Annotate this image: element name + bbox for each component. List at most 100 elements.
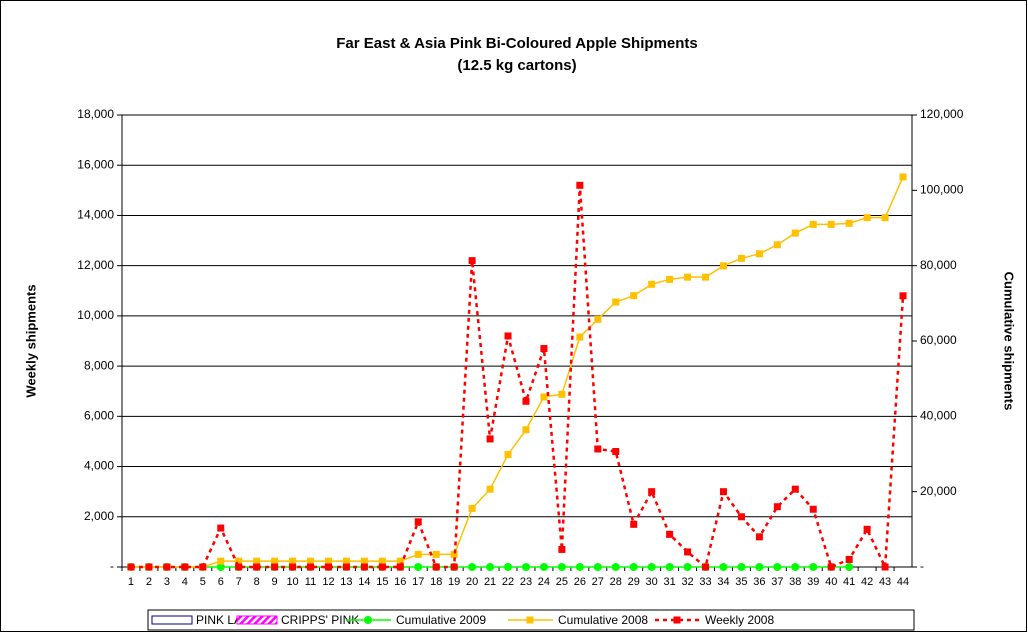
x-tick-label: 44 — [897, 576, 909, 588]
point — [863, 525, 871, 533]
point — [648, 280, 656, 288]
x-tick-label: 28 — [610, 576, 622, 588]
point — [253, 563, 261, 571]
x-tick-label: 13 — [340, 576, 352, 588]
point — [791, 563, 800, 571]
legend-marker — [364, 616, 372, 624]
x-tick-label: 37 — [771, 576, 783, 588]
point — [719, 262, 727, 270]
y-tick-label: 16,000 — [77, 157, 114, 171]
point — [558, 390, 566, 398]
point — [342, 557, 350, 565]
legend-marker — [526, 616, 534, 624]
point — [773, 503, 781, 511]
point — [486, 435, 494, 443]
x-tick-label: 5 — [200, 576, 206, 588]
point — [271, 557, 279, 565]
x-tick-label: 26 — [574, 576, 586, 588]
x-tick-label: 1 — [128, 576, 134, 588]
point — [504, 563, 513, 571]
x-tick-label: 3 — [164, 576, 170, 588]
point — [217, 557, 225, 565]
x-tick-label: 38 — [789, 576, 801, 588]
point — [504, 451, 512, 459]
point — [791, 485, 799, 493]
point — [235, 557, 243, 565]
point — [450, 550, 458, 558]
x-tick-label: 7 — [236, 576, 242, 588]
chart-subtitle: (12.5 kg cartons) — [457, 57, 576, 74]
y-tick-label: 18,000 — [77, 107, 114, 121]
point — [539, 563, 548, 571]
x-tick-label: 9 — [272, 576, 278, 588]
point — [396, 557, 404, 565]
point — [414, 563, 423, 571]
y2-tick-label: - — [920, 559, 924, 573]
point — [702, 563, 710, 571]
point — [827, 220, 835, 228]
x-tick-label: 20 — [466, 576, 478, 588]
y-tick-label: 2,000 — [84, 509, 114, 523]
x-tick-label: 42 — [861, 576, 873, 588]
point — [593, 563, 602, 571]
point — [486, 485, 494, 493]
x-tick-label: 32 — [681, 576, 693, 588]
x-tick-label: 36 — [753, 576, 765, 588]
y-axis-title: Weekly shipments — [23, 284, 38, 397]
point — [289, 557, 297, 565]
point — [271, 563, 279, 571]
point — [684, 273, 692, 281]
legend-label: Cumulative 2008 — [558, 613, 648, 627]
point — [899, 292, 907, 300]
point — [881, 214, 889, 222]
point — [755, 250, 763, 258]
point — [594, 315, 602, 323]
x-tick-label: 11 — [305, 576, 316, 588]
legend-swatch — [236, 615, 278, 625]
x-tick-label: 16 — [394, 576, 406, 588]
x-tick-label: 19 — [448, 576, 460, 588]
x-tick-label: 22 — [502, 576, 514, 588]
point — [360, 557, 368, 565]
y-tick-label: 8,000 — [84, 358, 114, 372]
point — [809, 505, 817, 513]
x-tick-label: 4 — [182, 576, 188, 588]
point — [216, 563, 225, 571]
point — [289, 563, 297, 571]
point — [576, 181, 584, 189]
point — [809, 220, 817, 228]
point — [307, 557, 315, 565]
y2-tick-label: 120,000 — [920, 107, 964, 121]
x-tick-label: 18 — [430, 576, 442, 588]
point — [845, 555, 853, 563]
point — [666, 530, 674, 538]
point — [647, 563, 656, 571]
x-tick-label: 41 — [843, 576, 855, 588]
point — [737, 254, 745, 262]
point — [827, 563, 835, 571]
point — [486, 563, 495, 571]
point — [755, 533, 763, 541]
legend-label: Weekly 2008 — [705, 613, 774, 627]
point — [702, 273, 710, 281]
point — [253, 557, 261, 565]
point — [450, 563, 458, 571]
point — [217, 524, 225, 532]
point — [378, 563, 386, 571]
point — [611, 563, 620, 571]
point — [630, 292, 638, 300]
x-tick-label: 24 — [538, 576, 550, 588]
legend-label: Cumulative 2009 — [396, 613, 486, 627]
point — [557, 563, 566, 571]
point — [378, 557, 386, 565]
point — [719, 488, 727, 496]
x-tick-label: 12 — [322, 576, 334, 588]
point — [684, 548, 692, 556]
point — [612, 298, 620, 306]
point — [414, 518, 422, 526]
point — [360, 563, 368, 571]
point — [576, 333, 584, 341]
point — [630, 520, 638, 528]
x-tick-label: 43 — [879, 576, 891, 588]
point — [755, 563, 764, 571]
